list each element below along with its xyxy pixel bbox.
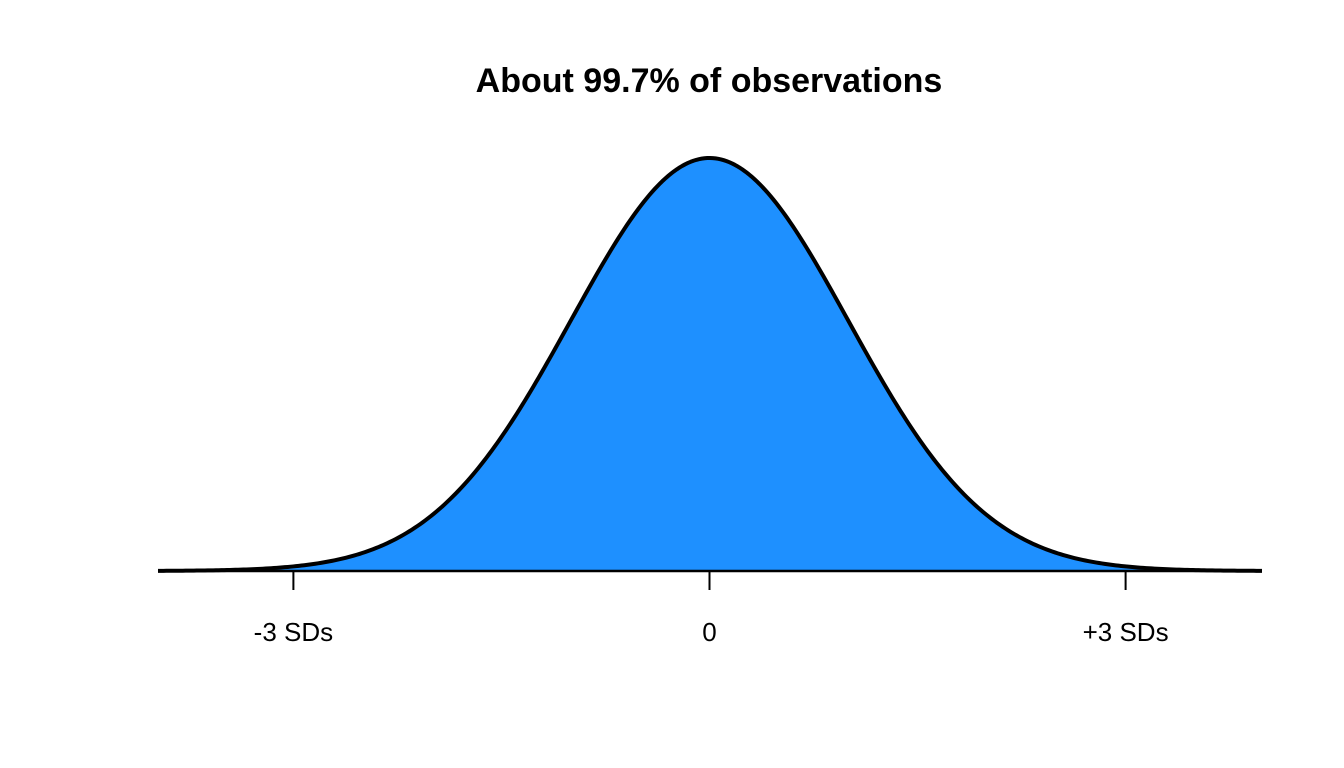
x-tick-label-2: +3 SDs <box>1083 617 1169 647</box>
shaded-area <box>158 158 1262 571</box>
x-tick-label-0: -3 SDs <box>254 617 333 647</box>
x-tick-label-1: 0 <box>702 617 716 647</box>
x-axis-ticks: -3 SDs 0 +3 SDs <box>254 571 1169 647</box>
density-curve <box>157 156 1263 573</box>
chart-title: About 99.7% of observations <box>476 62 943 100</box>
